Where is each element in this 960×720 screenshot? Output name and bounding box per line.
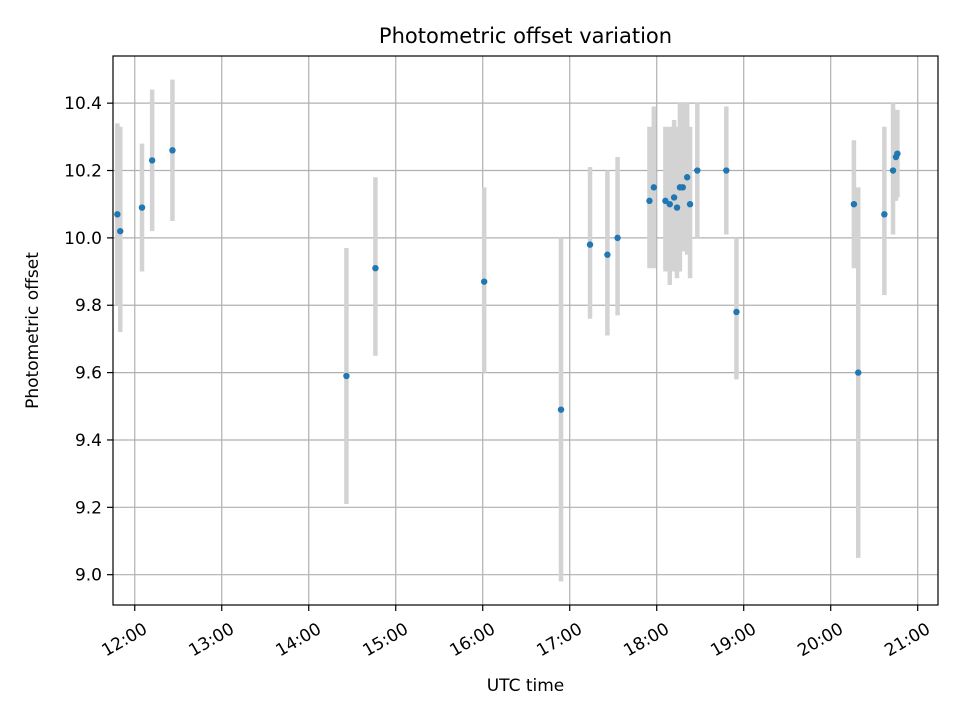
y-axis-label: Photometric offset — [23, 252, 43, 409]
y-tick-label: 10.0 — [64, 229, 102, 249]
data-point — [679, 184, 687, 191]
data-point — [117, 227, 124, 235]
data-point — [343, 372, 350, 380]
data-point — [850, 200, 858, 208]
data-point — [372, 264, 379, 272]
data-point — [673, 204, 681, 211]
data-point — [855, 369, 862, 376]
data-point — [686, 200, 694, 208]
chart-title: Photometric offset variation — [379, 24, 672, 48]
data-point — [480, 278, 488, 285]
y-tick-label: 9.0 — [75, 566, 102, 586]
y-tick-label: 9.8 — [75, 296, 102, 316]
y-axis-ticks: 9.0 9.2 9.4 9.6 9.8 10.0 10.2 10.4 — [64, 94, 113, 586]
data-point — [889, 167, 897, 174]
data-point — [723, 167, 730, 174]
data-point — [148, 157, 156, 164]
data-point — [646, 197, 653, 205]
data-point — [614, 234, 621, 242]
data-point — [169, 147, 176, 154]
y-tick-label: 9.2 — [75, 498, 102, 518]
data-point — [683, 174, 691, 181]
grid — [113, 56, 938, 605]
data-point — [666, 200, 673, 208]
data-point — [694, 167, 701, 174]
data-point — [586, 241, 594, 248]
data-point — [138, 204, 146, 211]
y-tick-label: 10.4 — [64, 94, 102, 114]
data-point — [894, 150, 901, 157]
y-tick-label: 9.4 — [75, 431, 102, 451]
data-point — [604, 251, 611, 258]
data-point — [114, 211, 121, 218]
data-points — [114, 147, 901, 413]
y-tick-label: 10.2 — [64, 162, 102, 182]
y-tick-label: 9.6 — [75, 364, 102, 384]
data-point — [733, 308, 740, 316]
plot-frame — [112, 55, 939, 606]
data-point — [670, 194, 678, 201]
data-point — [881, 211, 888, 218]
data-point — [557, 406, 565, 413]
x-axis-label: UTC time — [487, 676, 565, 696]
data-point — [662, 197, 669, 205]
data-point — [650, 184, 658, 191]
